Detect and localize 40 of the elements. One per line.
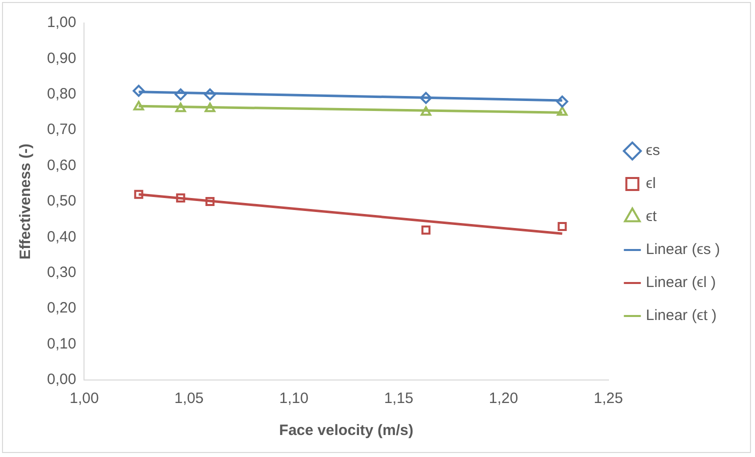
x-axis-title: Face velocity (m/s) bbox=[279, 422, 414, 440]
point bbox=[132, 84, 145, 97]
x-tick-label: 1,15 bbox=[384, 390, 414, 408]
y-tick-label: 0,60 bbox=[46, 156, 76, 174]
y-axis-title: Effectiveness (-) bbox=[17, 144, 34, 260]
point bbox=[558, 222, 567, 232]
point bbox=[556, 106, 568, 116]
point bbox=[205, 196, 215, 206]
point bbox=[420, 92, 432, 104]
point bbox=[421, 226, 430, 235]
point bbox=[175, 102, 186, 112]
point bbox=[133, 100, 144, 110]
y-tick-label: 0,20 bbox=[46, 300, 76, 317]
y-tick-label: 0,90 bbox=[46, 50, 76, 67]
y-tick-label: 0,00 bbox=[46, 371, 76, 388]
point bbox=[204, 102, 216, 112]
y-tick-label: 0,70 bbox=[46, 121, 76, 138]
x-tick-label: 1,20 bbox=[488, 390, 518, 408]
x-tick-label: 1,00 bbox=[70, 390, 99, 408]
point bbox=[204, 88, 216, 100]
y-tick-label: 0,40 bbox=[46, 228, 76, 246]
point bbox=[420, 106, 432, 116]
point bbox=[174, 88, 187, 100]
legend-label: Linear (ϵs ) bbox=[646, 241, 720, 258]
legend-label: ϵs bbox=[646, 142, 660, 160]
x-tick-label: 1,25 bbox=[594, 390, 623, 408]
legend-label: Linear (ϵt ) bbox=[646, 307, 717, 324]
y-tick-label: 1,00 bbox=[46, 14, 76, 32]
point bbox=[176, 193, 186, 202]
legend-label: Linear (ϵl ) bbox=[646, 274, 716, 292]
y-tick-label: 0,30 bbox=[46, 264, 76, 282]
y-tick-label: 0,50 bbox=[46, 192, 76, 210]
legend-label: ϵl bbox=[646, 175, 656, 192]
y-tick-label: 0,80 bbox=[46, 86, 76, 103]
point bbox=[556, 96, 568, 108]
x-tick-label: 1,05 bbox=[174, 390, 204, 408]
x-tick-label: 1,10 bbox=[279, 390, 308, 408]
point bbox=[134, 190, 144, 199]
y-tick-label: 0,10 bbox=[46, 335, 76, 352]
legend-label: ϵt bbox=[646, 208, 658, 226]
